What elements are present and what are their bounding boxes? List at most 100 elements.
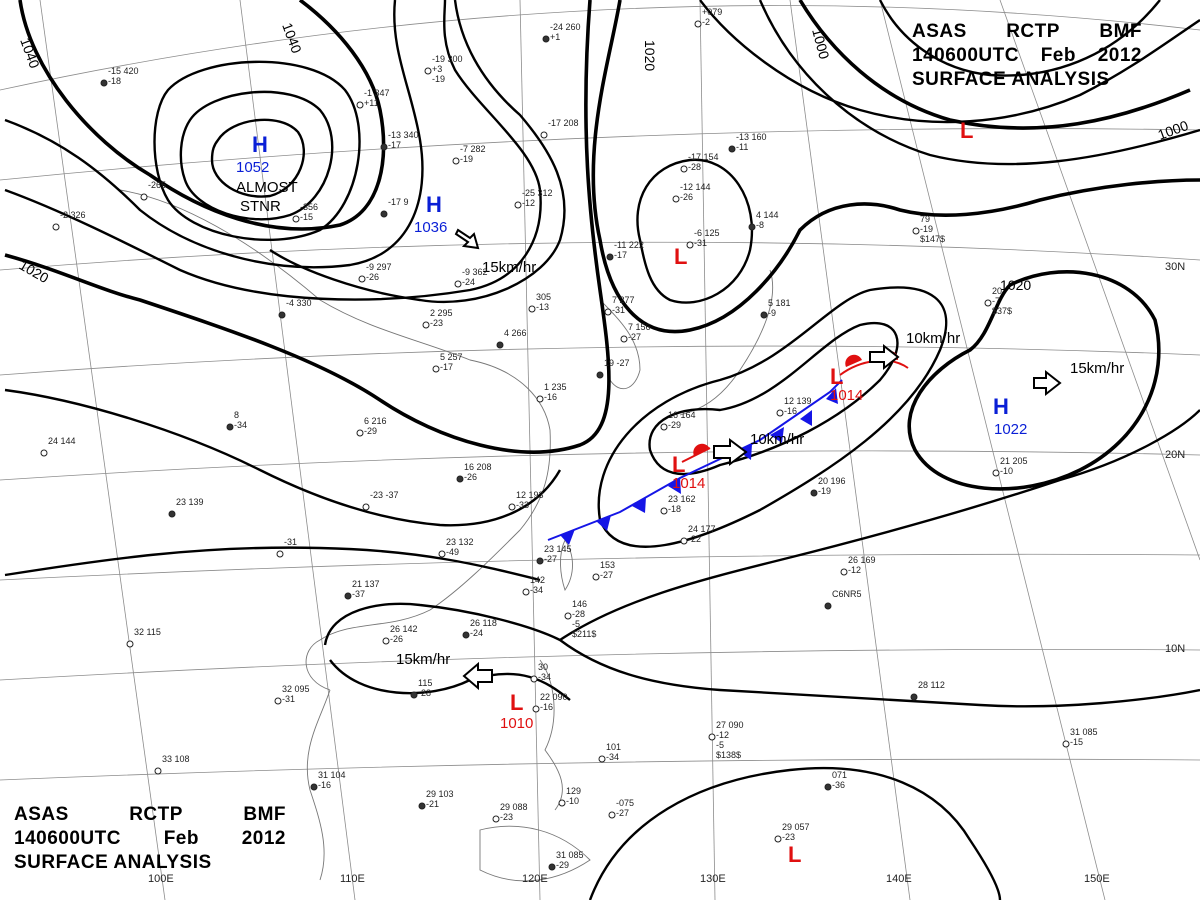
station-value: -34	[234, 420, 247, 430]
isobar-1020-pacific-high	[907, 270, 1161, 491]
station-plot: 071-36	[824, 770, 847, 791]
station-circle	[100, 79, 108, 87]
station-value: -28	[418, 688, 431, 698]
title-block-bottom: ASAS RCTP BMF 140600UTC Feb 2012 SURFACE…	[14, 803, 286, 875]
station-value: +11	[364, 98, 379, 108]
station-circle	[278, 311, 286, 319]
station-circle	[660, 423, 668, 431]
station-circle	[432, 365, 440, 373]
isobar-1008-south	[588, 766, 1002, 900]
station-plot: 24 144	[40, 436, 76, 457]
station-value: -29	[668, 420, 681, 430]
station-circle	[992, 469, 1000, 477]
station-value: -17	[614, 250, 627, 260]
station-circle	[358, 275, 366, 283]
station-circle	[776, 409, 784, 417]
cold-front-barb	[560, 529, 575, 545]
cold-front-barb	[632, 497, 646, 513]
station-plot: 32 095-31	[274, 684, 310, 705]
station-circle	[462, 631, 470, 639]
title-line-3: SURFACE ANALYSIS	[14, 851, 286, 875]
station-value: -21	[426, 799, 439, 809]
station-plot: 23 139	[168, 497, 204, 518]
station-circle	[606, 253, 614, 261]
station-plot: 2 295-23	[422, 308, 453, 329]
station-value: -27	[544, 554, 557, 564]
station-value: 21 137	[352, 579, 380, 589]
station-plot: -13 340-17	[380, 130, 419, 151]
title-line-2: 140600UTC Feb 2012	[14, 827, 286, 851]
station-plot: 31 085-15	[1062, 727, 1098, 748]
station-value: -16	[544, 392, 557, 402]
title-month: Feb	[163, 828, 199, 849]
isobar-1020-east	[591, 0, 1200, 334]
station-value: -26	[464, 472, 477, 482]
movement-speed: 10km/hr	[906, 330, 960, 347]
lon-label-130e: 130E	[700, 873, 726, 885]
latitude-line-15n	[0, 553, 1200, 581]
station-circle	[424, 67, 432, 75]
isobar-1020-west	[4, 0, 611, 454]
station-circle	[530, 675, 538, 683]
title-year: 2012	[1097, 45, 1142, 66]
station-circle	[418, 802, 426, 810]
lat-label-10n: 10N	[1165, 643, 1185, 655]
station-circle	[276, 550, 284, 558]
station-value: -16	[540, 702, 553, 712]
low-center-symbol: L	[510, 690, 523, 715]
high-center-pressure: 1022	[994, 421, 1027, 438]
station-value: -19	[818, 486, 831, 496]
station-value: -17	[388, 140, 401, 150]
station-circle	[604, 308, 612, 316]
station-circle	[274, 697, 282, 705]
station-value: -12	[522, 198, 535, 208]
station-circle	[708, 733, 716, 741]
station-value: 27 090	[716, 720, 744, 730]
station-value: 29 103	[426, 789, 454, 799]
station-circle	[608, 811, 616, 819]
station-plot: -17 154-28	[680, 152, 719, 173]
station-plot: 16 164-29	[660, 410, 696, 431]
station-value: -37	[352, 589, 365, 599]
latitude-line-40n	[0, 5, 1200, 91]
station-value: -23 -37	[370, 490, 399, 500]
coastline-korea	[599, 299, 641, 390]
title-source: BMF	[243, 804, 286, 825]
station-value: -5	[572, 619, 580, 629]
title-line-1: ASAS RCTP BMF	[14, 803, 286, 827]
station-plot: 305-13	[528, 292, 551, 313]
station-plot: 21 205-10	[992, 456, 1028, 477]
station-value: 29 057	[782, 822, 810, 832]
station-circle	[536, 557, 544, 565]
station-value: -27	[616, 808, 629, 818]
station-value: $211$	[572, 629, 596, 639]
isobar-siberian-high-ring-2	[179, 90, 334, 221]
station-plot: 115-28	[410, 678, 432, 699]
title-analysis: SURFACE ANALYSIS	[912, 69, 1110, 90]
station-plot: 7 156-27	[620, 322, 651, 343]
low-center-symbol: L	[674, 244, 687, 269]
station-plot: 24 177-22	[680, 524, 716, 545]
station-value: -23	[500, 812, 513, 822]
coastline-borneo	[479, 825, 591, 882]
station-plot: -9 362-24	[454, 267, 488, 288]
station-value: -33	[516, 500, 529, 510]
station-value: 12 139	[784, 396, 812, 406]
cold-front-barb	[826, 388, 838, 404]
cold-front-barb	[770, 427, 784, 443]
isobar-1016-east	[559, 409, 1200, 641]
station-circle	[984, 299, 992, 307]
isobars	[4, 0, 1200, 900]
station-value: 23 132	[446, 537, 474, 547]
station-circle	[694, 20, 702, 28]
cold-front-barb	[596, 515, 611, 531]
station-plot: -19 300+3-19	[424, 54, 463, 84]
station-value: 79	[920, 214, 930, 224]
station-plot: -4 330	[278, 298, 312, 319]
movement-speed: 15km/hr	[396, 651, 450, 668]
low-center-symbol: L	[788, 842, 801, 867]
station-value: -13	[536, 302, 549, 312]
title-line-2: 140600UTC Feb 2012	[912, 44, 1142, 68]
station-value: -28	[688, 162, 701, 172]
station-plot: -15 420-18	[100, 66, 139, 87]
